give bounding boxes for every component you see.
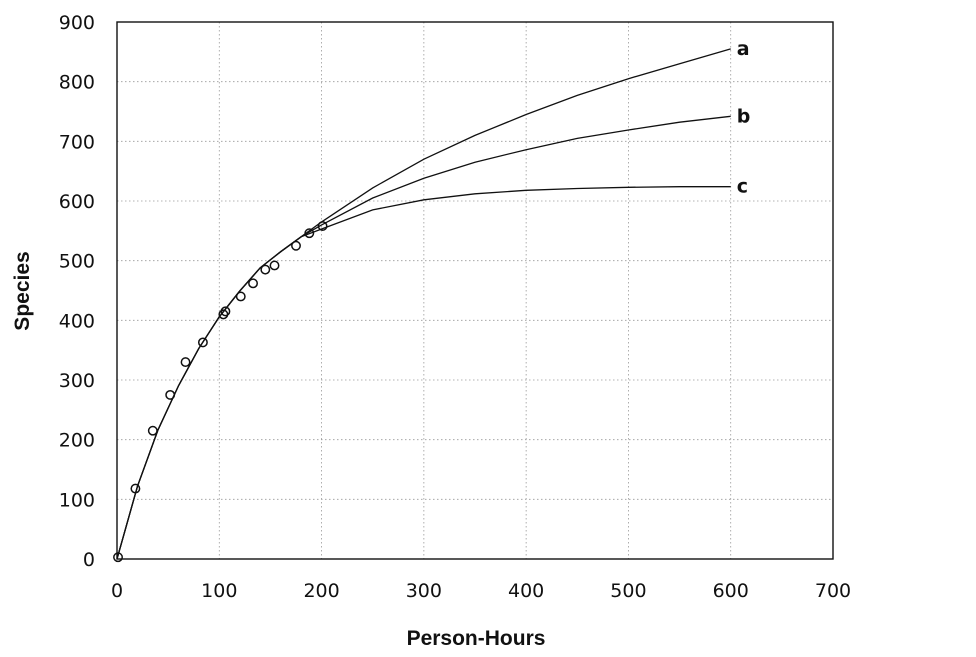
data-point	[197, 337, 208, 348]
y-tick-label: 800	[59, 72, 95, 94]
x-tick-label: 700	[815, 580, 851, 602]
data-point	[317, 221, 328, 232]
data-point	[165, 389, 176, 400]
y-tick-label: 0	[83, 549, 95, 571]
data-point	[113, 552, 123, 563]
data-point	[220, 306, 231, 317]
data-point	[248, 278, 258, 289]
series-label-a: a	[737, 38, 750, 60]
x-tick-label: 600	[713, 580, 749, 602]
data-point	[269, 260, 280, 271]
plot-frame	[116, 21, 834, 560]
data-point	[147, 425, 158, 436]
x-axis-ticks: 0 100 200 300 400 500 600 700	[111, 580, 851, 602]
series-label-c: c	[737, 176, 748, 198]
data-point	[180, 357, 191, 368]
data-points	[113, 221, 328, 563]
x-tick-label: 500	[610, 580, 646, 602]
data-point	[235, 291, 246, 302]
x-axis-title: Person-Hours	[407, 627, 546, 650]
y-tick-label: 200	[59, 430, 95, 452]
y-tick-label: 300	[59, 370, 95, 392]
y-axis-title: Species	[11, 251, 34, 330]
data-point	[291, 240, 301, 251]
x-tick-label: 400	[508, 580, 544, 602]
y-axis-ticks: 0 100 200 300 400 500 600 700 800 900	[59, 12, 95, 571]
y-tick-label: 700	[59, 131, 95, 153]
series-label-b: b	[737, 105, 751, 127]
y-tick-label: 600	[59, 191, 95, 213]
x-tick-label: 200	[303, 580, 339, 602]
y-tick-label: 100	[59, 489, 95, 511]
y-tick-label: 500	[59, 251, 95, 273]
series-line-c	[116, 186, 731, 560]
y-tick-label: 400	[59, 310, 95, 332]
data-point	[130, 483, 141, 494]
y-tick-label: 900	[59, 12, 95, 34]
data-point	[304, 228, 315, 239]
x-tick-label: 300	[406, 580, 442, 602]
series-labels: a b c	[737, 38, 751, 198]
x-tick-label: 100	[201, 580, 237, 602]
x-tick-label: 0	[111, 580, 123, 602]
data-point	[260, 264, 271, 275]
curves	[116, 48, 731, 560]
grid	[117, 22, 833, 559]
